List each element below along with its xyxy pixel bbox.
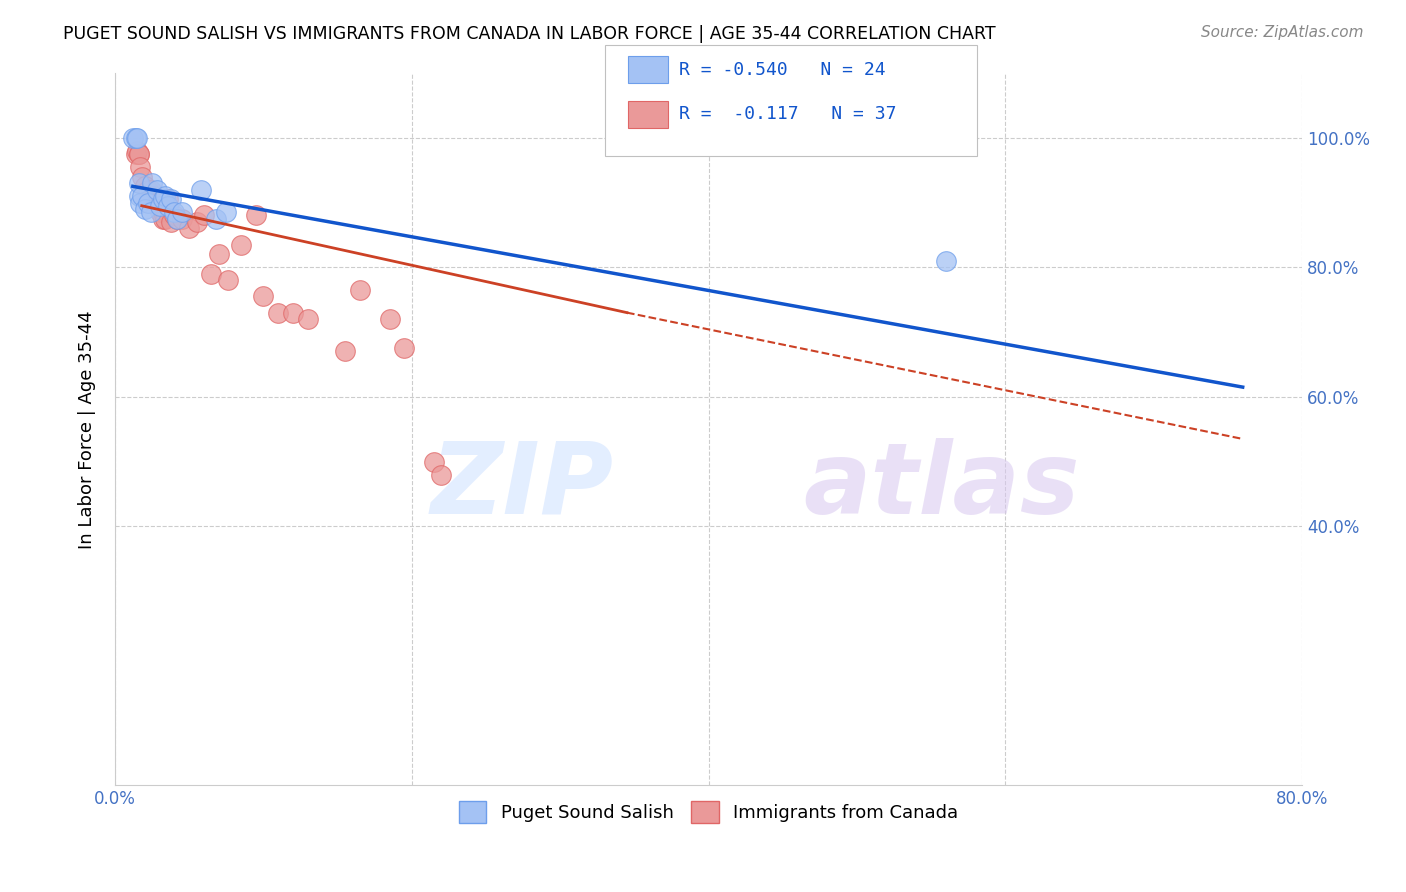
Point [267, 305, 290, 319]
Point [145, 195, 167, 210]
Point [170, 211, 193, 226]
Point [166, 211, 188, 226]
Point [125, 147, 148, 161]
Point [205, 211, 228, 226]
Point [128, 189, 150, 203]
Point [394, 341, 416, 355]
Point [141, 176, 163, 190]
Point [128, 176, 150, 190]
Text: PUGET SOUND SALISH VS IMMIGRANTS FROM CANADA IN LABOR FORCE | AGE 35-44 CORRELAT: PUGET SOUND SALISH VS IMMIGRANTS FROM CA… [63, 25, 995, 43]
Point [349, 283, 371, 297]
Text: Source: ZipAtlas.com: Source: ZipAtlas.com [1201, 25, 1364, 40]
Point [179, 221, 201, 235]
Point [131, 189, 153, 203]
Point [134, 202, 156, 216]
Text: R =  -0.117   N = 37: R = -0.117 N = 37 [679, 105, 897, 123]
Point [281, 305, 304, 319]
Point [157, 199, 180, 213]
Point [186, 215, 208, 229]
Point [200, 267, 222, 281]
Point [157, 192, 180, 206]
Point [152, 211, 174, 226]
Point [128, 147, 150, 161]
Point [333, 344, 356, 359]
Point [129, 195, 152, 210]
Point [163, 209, 186, 223]
Point [145, 183, 167, 197]
Point [139, 183, 162, 197]
Point [231, 237, 253, 252]
Point [152, 192, 174, 206]
Point [136, 195, 159, 210]
Point [166, 211, 188, 226]
Point [136, 183, 159, 197]
Point [252, 289, 274, 303]
Point [142, 189, 165, 203]
Point [139, 205, 162, 219]
Point [935, 253, 957, 268]
Point [125, 130, 148, 145]
Point [245, 209, 267, 223]
Point [190, 183, 212, 197]
Point [430, 467, 453, 482]
Point [148, 199, 170, 213]
Point [131, 169, 153, 184]
Text: R = -0.540   N = 24: R = -0.540 N = 24 [679, 61, 886, 78]
Point [155, 189, 177, 203]
Point [134, 179, 156, 194]
Legend: Puget Sound Salish, Immigrants from Canada: Puget Sound Salish, Immigrants from Cana… [451, 793, 966, 830]
Point [148, 205, 170, 219]
Point [128, 147, 150, 161]
Point [208, 247, 231, 261]
Point [127, 144, 149, 158]
Text: ZIP: ZIP [430, 438, 613, 534]
Point [217, 273, 239, 287]
Text: atlas: atlas [803, 438, 1080, 534]
Y-axis label: In Labor Force | Age 35-44: In Labor Force | Age 35-44 [79, 310, 96, 549]
Point [193, 209, 215, 223]
Point [163, 205, 186, 219]
Point [160, 192, 183, 206]
Point [170, 205, 193, 219]
Point [127, 130, 149, 145]
Point [155, 211, 177, 226]
Point [215, 205, 238, 219]
Point [423, 454, 446, 468]
Point [378, 312, 401, 326]
Point [160, 215, 183, 229]
Point [297, 312, 319, 326]
Point [121, 130, 143, 145]
Point [129, 160, 152, 174]
